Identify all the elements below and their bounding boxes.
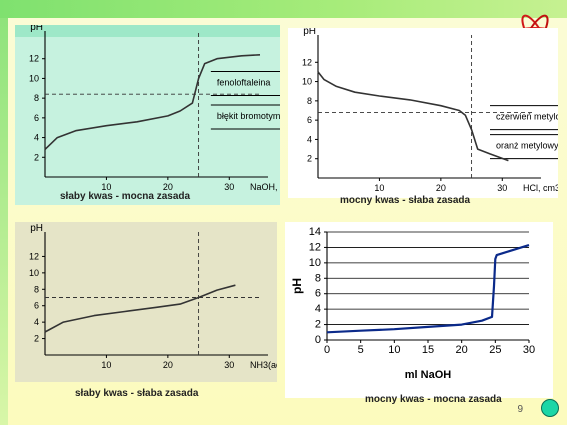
x-tick-label: 5 [358,344,364,356]
chart-background [15,25,280,205]
y-tick-label: 2 [34,334,39,344]
chart-strong-acid-weak-base: 10 20 30 2 4 6 8 10 12 pH HCl, cm3 czerwień metylow… [288,28,558,198]
x-tick-label: 30 [224,360,234,370]
caption-br: mocny kwas - mocna zasada [365,394,502,405]
y-tick-label: 2 [307,154,312,164]
titration-curve [44,54,261,150]
x-tick-label: 10 [388,344,400,356]
x-tick-label: 20 [436,183,446,193]
titration-curve [44,284,236,333]
chart-weak-acid-weak-base: 10 20 30 2 4 6 8 10 12 pH NH3(aq), cm3 [15,222,277,382]
y-tick-label: 12 [302,57,312,67]
y-axis-label: pH [290,278,304,294]
y-axis-label: pH [303,28,316,37]
titration-curve [326,244,530,334]
x-tick-label: 30 [224,182,234,192]
page-number: 9 [517,404,523,415]
x-tick-label: 25 [489,344,501,356]
x-axis-label: NH3(aq), cm3 [250,360,277,370]
y-tick-label: 4 [307,134,312,144]
x-tick-label: 0 [324,344,330,356]
x-tick-label: 10 [101,360,111,370]
indicator-name: fenoloftaleina [217,78,271,88]
y-tick-label: 8 [315,272,321,284]
y-tick-label: 6 [34,301,39,311]
y-tick-label: 10 [29,268,39,278]
y-tick-label: 8 [34,284,39,294]
y-axis-label: pH [30,25,43,33]
y-tick-label: 2 [315,319,321,331]
x-tick-label: 20 [163,182,173,192]
x-axis-label: HCl, cm3 [523,183,558,193]
chart-strong-acid-strong-base: 0 5 10 15 20 25 30 0 2 4 6 8 10 12 14 pH ml NaOH [285,222,553,398]
y-axis-label: pH [30,223,43,234]
x-tick-label: 10 [374,183,384,193]
x-tick-label: 20 [456,344,468,356]
y-tick-label: 8 [34,93,39,103]
y-tick-label: 10 [29,73,39,83]
indicator-name: oranż metylowy [496,141,558,151]
top-bar [0,0,567,18]
left-bar [0,18,8,425]
indicator-name: błękit bromotym. [217,111,280,121]
y-tick-label: 6 [307,115,312,125]
chart-header-strip [15,25,280,37]
y-tick-label: 12 [29,251,39,261]
y-tick-label: 8 [307,96,312,106]
y-tick-label: 6 [315,288,321,300]
y-tick-label: 10 [309,257,321,269]
chart-background [15,222,277,382]
x-tick-label: 15 [422,344,434,356]
caption-tl: słaby kwas - mocna zasada [60,191,191,202]
chart-background [288,28,558,198]
y-tick-label: 10 [302,77,312,87]
y-tick-label: 4 [315,303,321,315]
y-tick-label: 0 [315,334,321,346]
x-tick-label: 10 [101,182,111,192]
x-tick-label: 30 [523,344,535,356]
y-tick-label: 4 [34,317,39,327]
y-tick-label: 6 [34,113,39,123]
x-axis-label: ml NaOH [405,369,452,381]
x-tick-label: 30 [497,183,507,193]
indicator-name: czerwień metylowa [496,112,558,122]
caption-bl: słaby kwas - słaba zasada [75,388,199,399]
y-tick-label: 14 [309,226,321,238]
x-axis-label: NaOH, cm3 [250,182,280,192]
titration-curve [317,71,509,162]
nav-button[interactable] [541,399,559,417]
y-tick-label: 12 [309,241,321,253]
y-tick-label: 2 [34,152,39,162]
x-tick-label: 20 [163,360,173,370]
caption-tr: mocny kwas - słaba zasada [340,195,471,206]
y-tick-label: 12 [29,54,39,64]
y-tick-label: 4 [34,133,39,143]
